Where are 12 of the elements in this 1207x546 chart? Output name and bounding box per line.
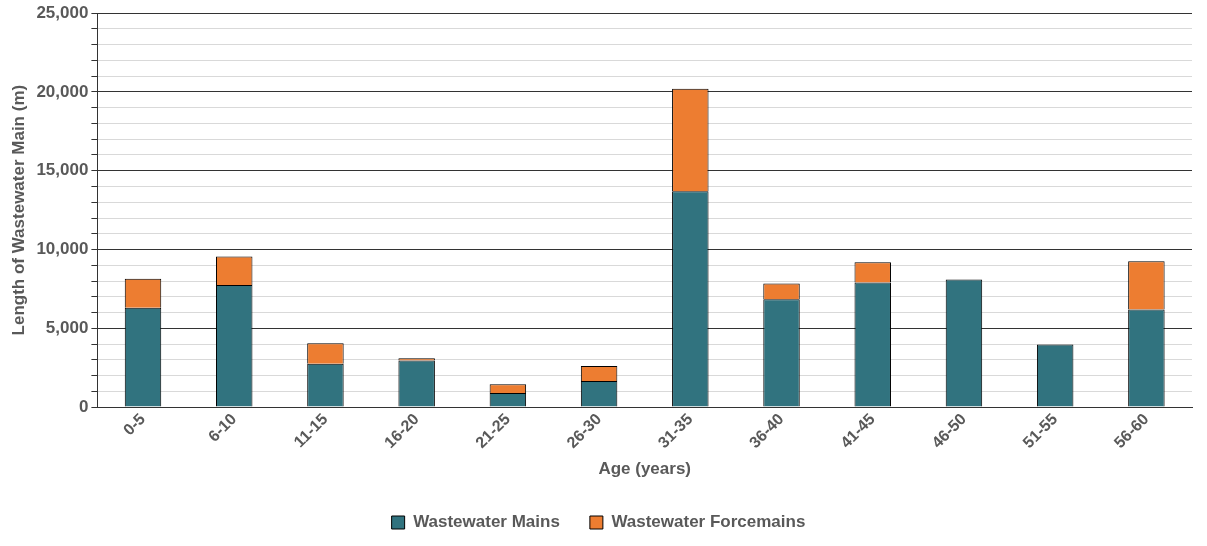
y-tick-label: 10,000 [36, 239, 89, 259]
x-tick-label: 6-10 [204, 410, 240, 445]
x-tick-label: 0-5 [119, 410, 149, 439]
legend-label: Wastewater Mains [413, 512, 560, 532]
y-axis-title: Length of Wastewater Main (m) [8, 84, 28, 336]
y-tick-label: 0 [78, 396, 89, 416]
y-tick-label: 15,000 [36, 160, 89, 180]
y-tick-label: 25,000 [36, 2, 89, 22]
legend-label: Wastewater Forcemains [611, 512, 806, 532]
y-tick-label: 5,000 [45, 318, 89, 337]
y-tick-label: 20,000 [36, 81, 89, 101]
x-axis-title: Age (years) [598, 459, 691, 479]
